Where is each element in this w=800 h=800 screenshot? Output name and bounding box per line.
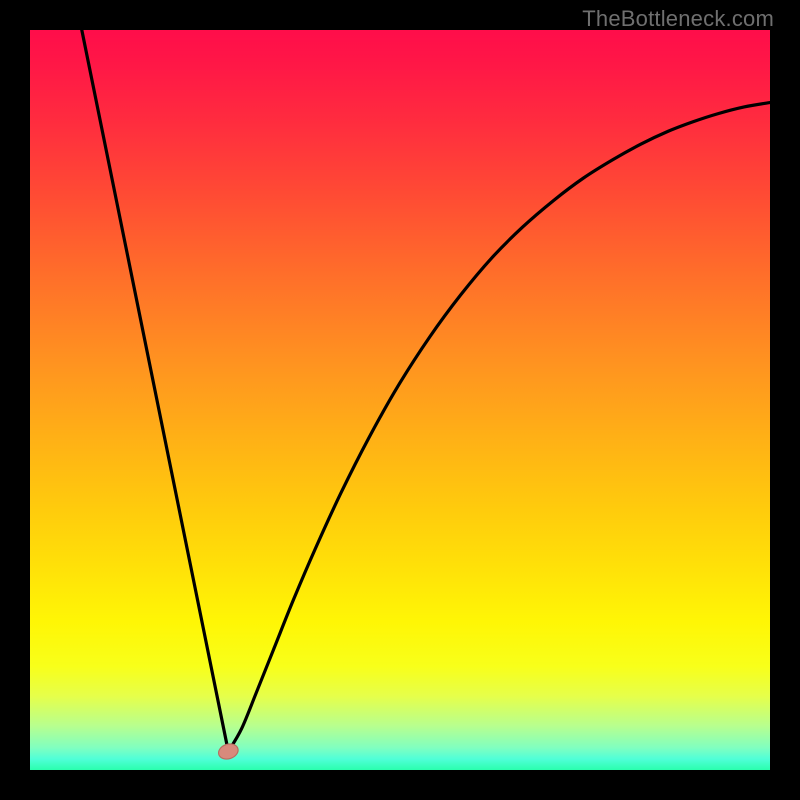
plot-area [30,30,770,770]
minimum-marker [217,742,240,762]
bottleneck-curve [30,30,770,770]
chart-frame: TheBottleneck.com [0,0,800,800]
watermark-text: TheBottleneck.com [582,6,774,32]
